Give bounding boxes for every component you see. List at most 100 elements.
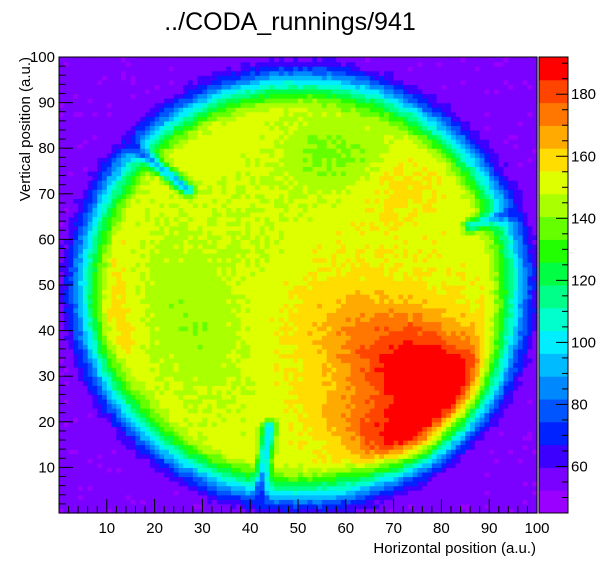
heatmap-cell [164,111,170,117]
heatmap-cell [130,271,137,277]
heatmap-cell [226,335,232,341]
heatmap-cell [293,307,299,313]
heatmap-cell [235,202,242,209]
heatmap-cell [135,326,141,332]
heatmap-cell [278,171,285,177]
heatmap-cell [130,207,137,213]
heatmap-cell [259,494,266,500]
heatmap-cell [168,98,175,104]
heatmap-cell [59,462,65,468]
heatmap-cell [164,371,170,377]
heatmap-cell [159,330,165,336]
heatmap-cell [245,362,251,368]
heatmap-cell [159,148,165,154]
heatmap-cell [63,462,70,468]
heatmap-cell [92,326,98,332]
heatmap-cell [154,120,160,126]
heatmap-cell [82,362,89,368]
heatmap-cell [269,70,275,76]
heatmap-cell [259,116,266,122]
heatmap-cell [121,330,127,336]
heatmap-cell [135,335,141,341]
heatmap-cell [216,289,223,295]
heatmap-cell [192,125,199,131]
heatmap-cell [278,303,285,309]
heatmap-cell [130,485,137,491]
heatmap-cell [106,57,113,63]
heatmap-cell [259,184,266,190]
heatmap-cell [226,380,232,386]
heatmap-cell [278,476,285,482]
heatmap-cell [254,271,261,277]
heatmap-cell [216,257,223,263]
heatmap-cell [264,499,270,505]
heatmap-cell [216,198,223,204]
heatmap-cell [102,440,108,446]
heatmap-cell [130,430,137,437]
heatmap-cell [250,298,256,304]
heatmap-cell [226,180,232,186]
heatmap-cell [121,335,127,341]
heatmap-cell [87,221,94,227]
heatmap-cell [274,266,280,272]
heatmap-cell [283,298,290,304]
heatmap-cell [207,175,213,181]
heatmap-cell [254,102,261,108]
heatmap-cell [173,458,180,464]
heatmap-cell [245,348,251,354]
heatmap-cell [68,248,74,254]
heatmap-cell [145,61,151,67]
heatmap-cell [116,234,122,240]
heatmap-cell [188,202,194,209]
heatmap-cell [78,376,84,382]
heatmap-cell [278,134,285,140]
heatmap-cell [183,193,189,199]
heatmap-cell [211,294,218,300]
heatmap-cell [254,79,261,85]
heatmap-cell [269,139,275,145]
heatmap-cell [97,335,103,341]
heatmap-cell [116,93,122,99]
heatmap-cell [221,321,227,327]
heatmap-cell [173,212,180,218]
heatmap-cell [197,421,203,427]
heatmap-cell [63,266,70,272]
heatmap-cell [102,385,108,391]
heatmap-cell [235,440,242,446]
heatmap-cell [116,216,122,222]
heatmap-cell [87,417,94,423]
heatmap-cell [164,298,170,304]
heatmap-cell [154,371,160,377]
heatmap-cell [87,344,94,350]
heatmap-cell [245,221,251,227]
heatmap-cell [111,335,117,341]
heatmap-cell [130,348,137,354]
heatmap-cell [183,335,189,341]
heatmap-cell [211,70,218,76]
heatmap-cell [288,61,294,67]
heatmap-cell [116,449,122,455]
heatmap-cell [254,57,261,63]
heatmap-cell [278,180,285,186]
heatmap-cell [293,389,299,396]
heatmap-cell [245,84,251,90]
heatmap-cell [192,230,199,236]
heatmap-cell [221,184,227,190]
heatmap-cell [293,385,299,391]
heatmap-cell [130,449,137,455]
heatmap-cell [226,344,232,350]
heatmap-cell [173,239,180,245]
heatmap-cell [130,303,137,309]
heatmap-cell [216,399,223,405]
heatmap-cell [226,66,232,72]
heatmap-cell [226,321,232,327]
heatmap-cell [235,494,242,500]
heatmap-cell [183,125,189,131]
heatmap-cell [97,157,103,163]
heatmap-cell [192,357,199,364]
heatmap-cell [164,367,170,373]
heatmap-cell [283,485,290,491]
heatmap-cell [202,357,208,364]
heatmap-cell [154,490,160,496]
heatmap-cell [159,198,165,204]
